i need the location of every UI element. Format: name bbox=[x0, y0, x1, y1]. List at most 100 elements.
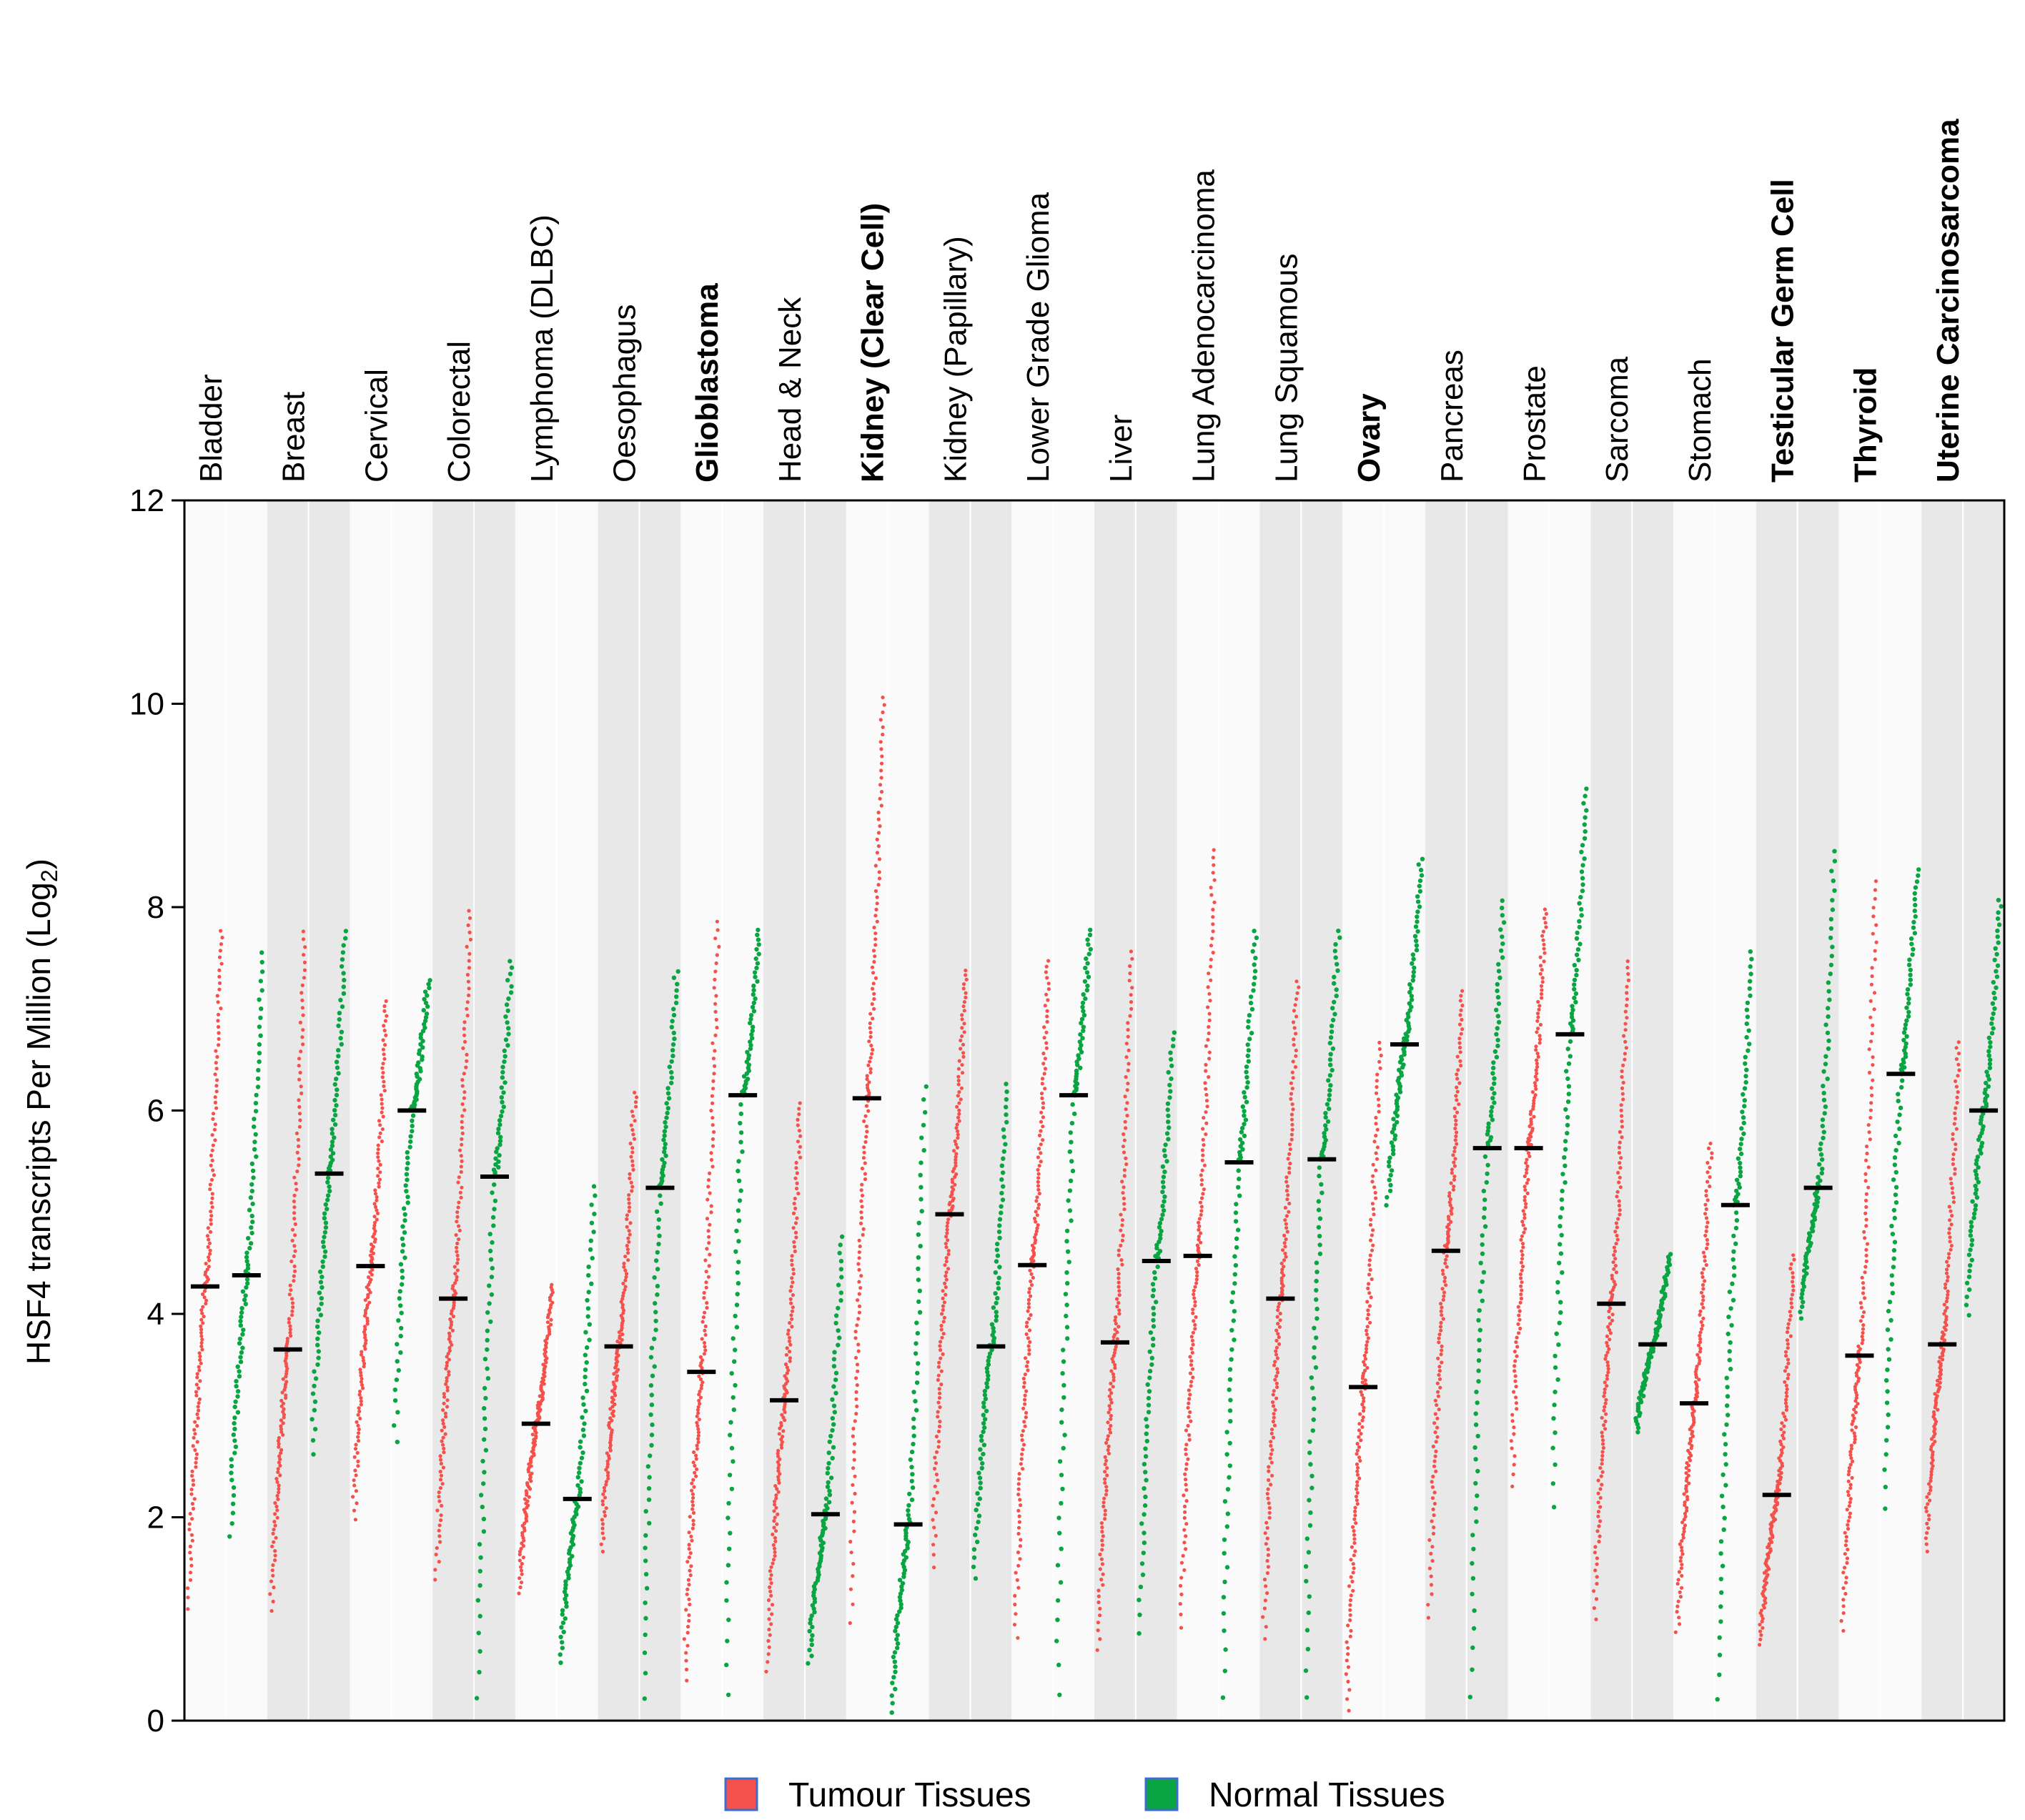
normal-sample-point bbox=[1416, 862, 1421, 867]
tumour-sample-point bbox=[864, 1124, 868, 1129]
tumour-sample-point bbox=[956, 1074, 961, 1079]
tumour-sample-point bbox=[1365, 1328, 1369, 1332]
normal-sample-point bbox=[1227, 1440, 1232, 1446]
normal-sample-point bbox=[1313, 1365, 1319, 1370]
ovary-tumour-points bbox=[1344, 1040, 1383, 1713]
tumour-sample-point bbox=[1030, 1243, 1034, 1247]
prostate-tumour-points bbox=[1509, 907, 1548, 1488]
tumour-sample-point bbox=[1541, 938, 1545, 942]
tumour-sample-point bbox=[1109, 1369, 1114, 1373]
tumour-sample-point bbox=[1103, 1517, 1107, 1521]
tumour-sample-point bbox=[1348, 1618, 1352, 1623]
normal-sample-point bbox=[399, 1310, 404, 1315]
tumour-sample-point bbox=[190, 1469, 194, 1473]
normal-sample-point bbox=[1311, 1396, 1317, 1401]
tumour-sample-point bbox=[953, 1139, 957, 1143]
tumour-sample-point bbox=[855, 1404, 859, 1408]
tumour-sample-point bbox=[687, 1597, 691, 1601]
tumour-sample-point bbox=[1680, 1563, 1684, 1567]
normal-sample-point bbox=[581, 1433, 587, 1438]
tumour-sample-point bbox=[292, 1279, 296, 1283]
tumour-sample-point bbox=[1600, 1438, 1605, 1443]
normal-sample-point bbox=[997, 1223, 1002, 1228]
normal-sample-point bbox=[999, 1190, 1004, 1196]
normal-sample-point bbox=[1565, 1122, 1570, 1128]
tumour-sample-point bbox=[626, 1258, 630, 1262]
tumour-sample-point bbox=[697, 1418, 701, 1422]
normal-sample-point bbox=[405, 1155, 410, 1160]
normal-sample-point bbox=[1081, 992, 1086, 997]
tumour-sample-point bbox=[1535, 1058, 1539, 1062]
normal-sample-point bbox=[1500, 906, 1505, 911]
normal-sample-point bbox=[587, 1337, 592, 1342]
tumour-sample-point bbox=[1445, 1254, 1449, 1258]
tumour-sample-point bbox=[275, 1515, 279, 1520]
normal-sample-point bbox=[891, 1675, 896, 1680]
tumour-sample-point bbox=[1122, 1168, 1127, 1172]
tumour-sample-point bbox=[1786, 1361, 1791, 1365]
normal-sample-point bbox=[477, 1670, 482, 1675]
tumour-sample-point bbox=[773, 1553, 777, 1558]
normal-sample-point bbox=[726, 1617, 731, 1623]
tumour-sample-point bbox=[1188, 1393, 1192, 1397]
normal-sample-point bbox=[1303, 1668, 1309, 1673]
tumour-sample-point bbox=[352, 1478, 356, 1483]
normal-sample-point bbox=[1327, 1057, 1333, 1062]
tumour-sample-point bbox=[1184, 1522, 1189, 1526]
tumour-sample-point bbox=[1523, 1185, 1527, 1189]
tumour-sample-point bbox=[449, 1320, 454, 1324]
tumour-sample-point bbox=[1263, 1531, 1267, 1535]
tumour-sample-point bbox=[878, 740, 883, 744]
tumour-sample-point bbox=[1189, 1362, 1194, 1367]
tumour-sample-point bbox=[1100, 1562, 1104, 1566]
tumour-sample-point bbox=[1698, 1309, 1703, 1313]
tumour-sample-point bbox=[774, 1493, 778, 1498]
tumour-sample-point bbox=[1355, 1490, 1360, 1495]
tumour-sample-point bbox=[931, 1518, 935, 1522]
tumour-sample-point bbox=[696, 1437, 700, 1441]
tumour-sample-point bbox=[1450, 1212, 1454, 1216]
normal-sample-point bbox=[735, 1270, 741, 1275]
tumour-sample-point bbox=[1777, 1456, 1781, 1460]
normal-sample-point bbox=[670, 1019, 675, 1024]
tumour-sample-point bbox=[1626, 971, 1630, 976]
normal-sample-point bbox=[1721, 1527, 1726, 1532]
normal-sample-point bbox=[978, 1480, 983, 1485]
normal-sample-point bbox=[753, 956, 758, 961]
tumour-sample-point bbox=[959, 1047, 963, 1051]
tumour-sample-point bbox=[1536, 1015, 1540, 1019]
tumour-sample-point bbox=[1284, 1214, 1289, 1218]
tumour-sample-point bbox=[1459, 1032, 1463, 1036]
normal-sample-point bbox=[583, 1352, 588, 1357]
tumour-sample-point bbox=[1623, 1022, 1628, 1026]
normal-sample-point bbox=[336, 1054, 341, 1059]
tumour-sample-point bbox=[957, 1119, 961, 1123]
normal-sample-point bbox=[914, 1408, 919, 1413]
tumour-sample-point bbox=[1186, 1457, 1190, 1461]
normal-sample-point bbox=[239, 1314, 244, 1320]
normal-sample-point bbox=[736, 1239, 741, 1244]
tumour-sample-point bbox=[1096, 1621, 1100, 1625]
tumour-sample-point bbox=[1034, 1232, 1038, 1237]
tumour-sample-point bbox=[288, 1283, 292, 1287]
tumour-sample-point bbox=[1201, 1153, 1205, 1157]
normal-sample-point bbox=[1387, 1155, 1392, 1160]
normal-sample-point bbox=[1473, 1411, 1478, 1416]
normal-sample-point bbox=[404, 1189, 409, 1194]
tumour-sample-point bbox=[700, 1337, 704, 1341]
tumour-sample-point bbox=[196, 1405, 200, 1409]
tumour-sample-point bbox=[868, 1034, 873, 1039]
tumour-sample-point bbox=[1621, 1097, 1625, 1102]
tumour-sample-point bbox=[1680, 1586, 1684, 1590]
tumour-sample-point bbox=[1017, 1472, 1021, 1476]
tumour-sample-point bbox=[285, 1337, 289, 1341]
tumour-sample-point bbox=[769, 1581, 773, 1586]
tumour-sample-point bbox=[288, 1324, 292, 1328]
normal-sample-point bbox=[1748, 979, 1753, 984]
normal-sample-point bbox=[407, 1144, 412, 1149]
tumour-sample-point bbox=[1191, 1307, 1195, 1312]
tumour-sample-point bbox=[363, 1327, 367, 1332]
tumour-sample-point bbox=[292, 1205, 297, 1210]
tumour-sample-point bbox=[946, 1220, 950, 1225]
tumour-sample-point bbox=[955, 1122, 959, 1127]
